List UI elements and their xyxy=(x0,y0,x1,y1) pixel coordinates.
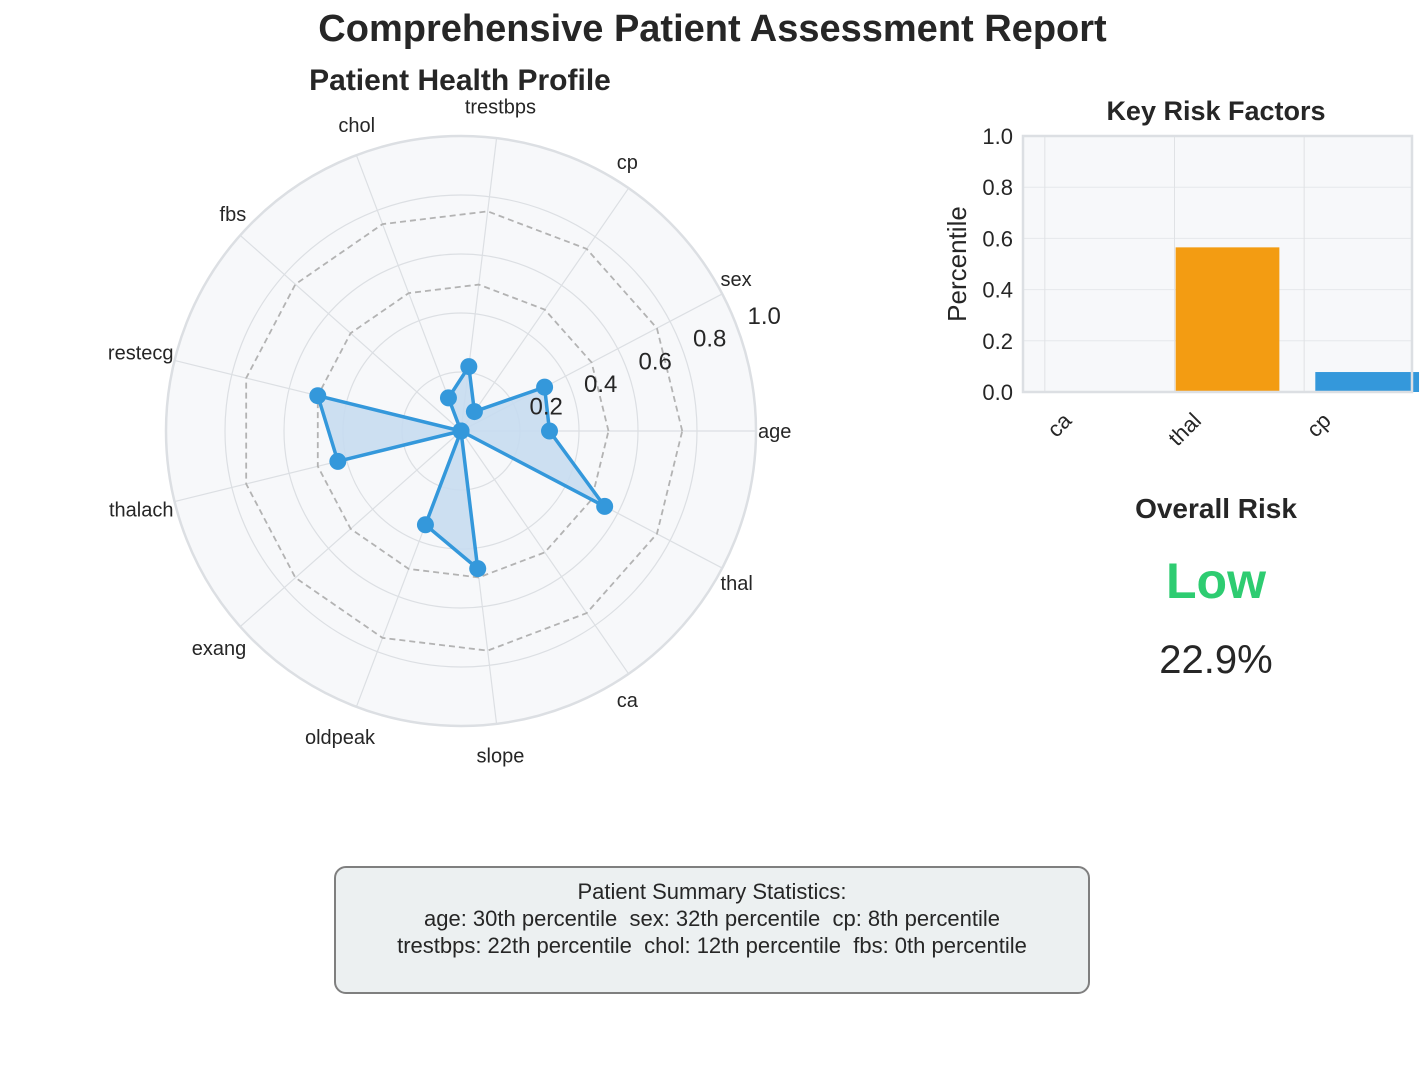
radar-axis-label-fbs: fbs xyxy=(220,204,247,226)
bar-x-tick-label-thal: thal xyxy=(1163,408,1206,451)
radar-radial-tick-label: 0.2 xyxy=(530,393,563,420)
radar-axis-label-slope: slope xyxy=(477,746,525,768)
radar-spoke xyxy=(460,430,630,675)
radar-point-restecg xyxy=(309,387,327,405)
overall-risk-percent: 22.9% xyxy=(1159,638,1273,682)
bar-cp xyxy=(1315,372,1420,392)
radar-axis-label-trestbps: trestbps xyxy=(465,96,536,118)
radar-point-age xyxy=(541,422,558,440)
overall-risk-heading: Overall Risk xyxy=(1135,493,1297,524)
radar-reference-ring xyxy=(316,283,610,579)
radar-radial-tick-label: 0.6 xyxy=(639,348,672,375)
radar-point-slope xyxy=(469,560,487,578)
bar-chart-title: Key Risk Factors xyxy=(1106,96,1326,126)
bar-y-axis-label: Percentile xyxy=(942,206,972,322)
bar-y-tick-label: 0.2 xyxy=(982,329,1013,354)
bar-thal xyxy=(1175,247,1280,392)
radar-point-oldpeak xyxy=(416,516,434,534)
bar-y-tick-label: 1.0 xyxy=(982,124,1013,149)
radar-radial-tick-label: 0.4 xyxy=(584,371,617,398)
radar-point-chol xyxy=(439,389,457,407)
bar-plot-frame xyxy=(1021,134,1414,394)
figure-title: Comprehensive Patient Assessment Report xyxy=(318,8,1107,50)
radar-axis-label-cp: cp xyxy=(617,152,638,174)
summary-line-2: trestbps: 22th percentile chol: 12th per… xyxy=(397,933,1027,958)
radar-radial-tick-label: 1.0 xyxy=(748,303,781,330)
radar-axis-label-restecg: restecg xyxy=(108,343,174,365)
radar-point-ca xyxy=(452,422,470,440)
bar-chart: 0.0 0.2 0.4 0.6 0.8 1.0 ca thal cp Percentile xyxy=(942,124,1420,451)
radar-axis-label-oldpeak: oldpeak xyxy=(305,727,376,749)
radar-axis-label-thal: thal xyxy=(721,573,753,595)
bar-y-tick-label: 0.8 xyxy=(982,175,1013,200)
summary-statistics-box: Patient Summary Statistics: age: 30th pe… xyxy=(334,866,1090,994)
bar-y-tick-label: 0.0 xyxy=(982,380,1013,405)
bar-x-tick-label-cp: cp xyxy=(1302,408,1336,442)
radar-axis-label-ca: ca xyxy=(617,690,639,712)
bar-y-tick-label: 0.4 xyxy=(982,278,1013,303)
radar-point-sex xyxy=(536,378,554,396)
summary-line-1: age: 30th percentile sex: 32th percentil… xyxy=(423,906,1001,931)
radar-axis-label-age: age xyxy=(758,421,791,443)
bar-y-tick-label: 0.6 xyxy=(982,226,1013,251)
summary-title: Patient Summary Statistics: xyxy=(577,879,847,904)
radar-radial-tick-label: 0.8 xyxy=(693,326,726,353)
radar-point-cp xyxy=(465,403,483,421)
radar-outer-ring xyxy=(164,134,758,728)
radar-point-trestbps xyxy=(460,358,478,376)
radar-axis-label-sex: sex xyxy=(721,269,752,291)
radar-axis-label-exang: exang xyxy=(192,638,247,660)
overall-risk-level: Low xyxy=(1166,553,1266,609)
radar-chart-title: Patient Health Profile xyxy=(309,64,611,97)
radar-chart: 0.2 0.4 0.6 0.8 1.0 age sex cp trestbps chol fbs re… xyxy=(108,96,791,768)
radar-point-thalach xyxy=(329,452,347,470)
radar-axis-label-thalach: thalach xyxy=(109,499,174,521)
bar-x-tick-label-ca: ca xyxy=(1042,407,1077,442)
radar-axis-label-chol: chol xyxy=(338,115,375,137)
radar-point-thal xyxy=(596,497,614,515)
